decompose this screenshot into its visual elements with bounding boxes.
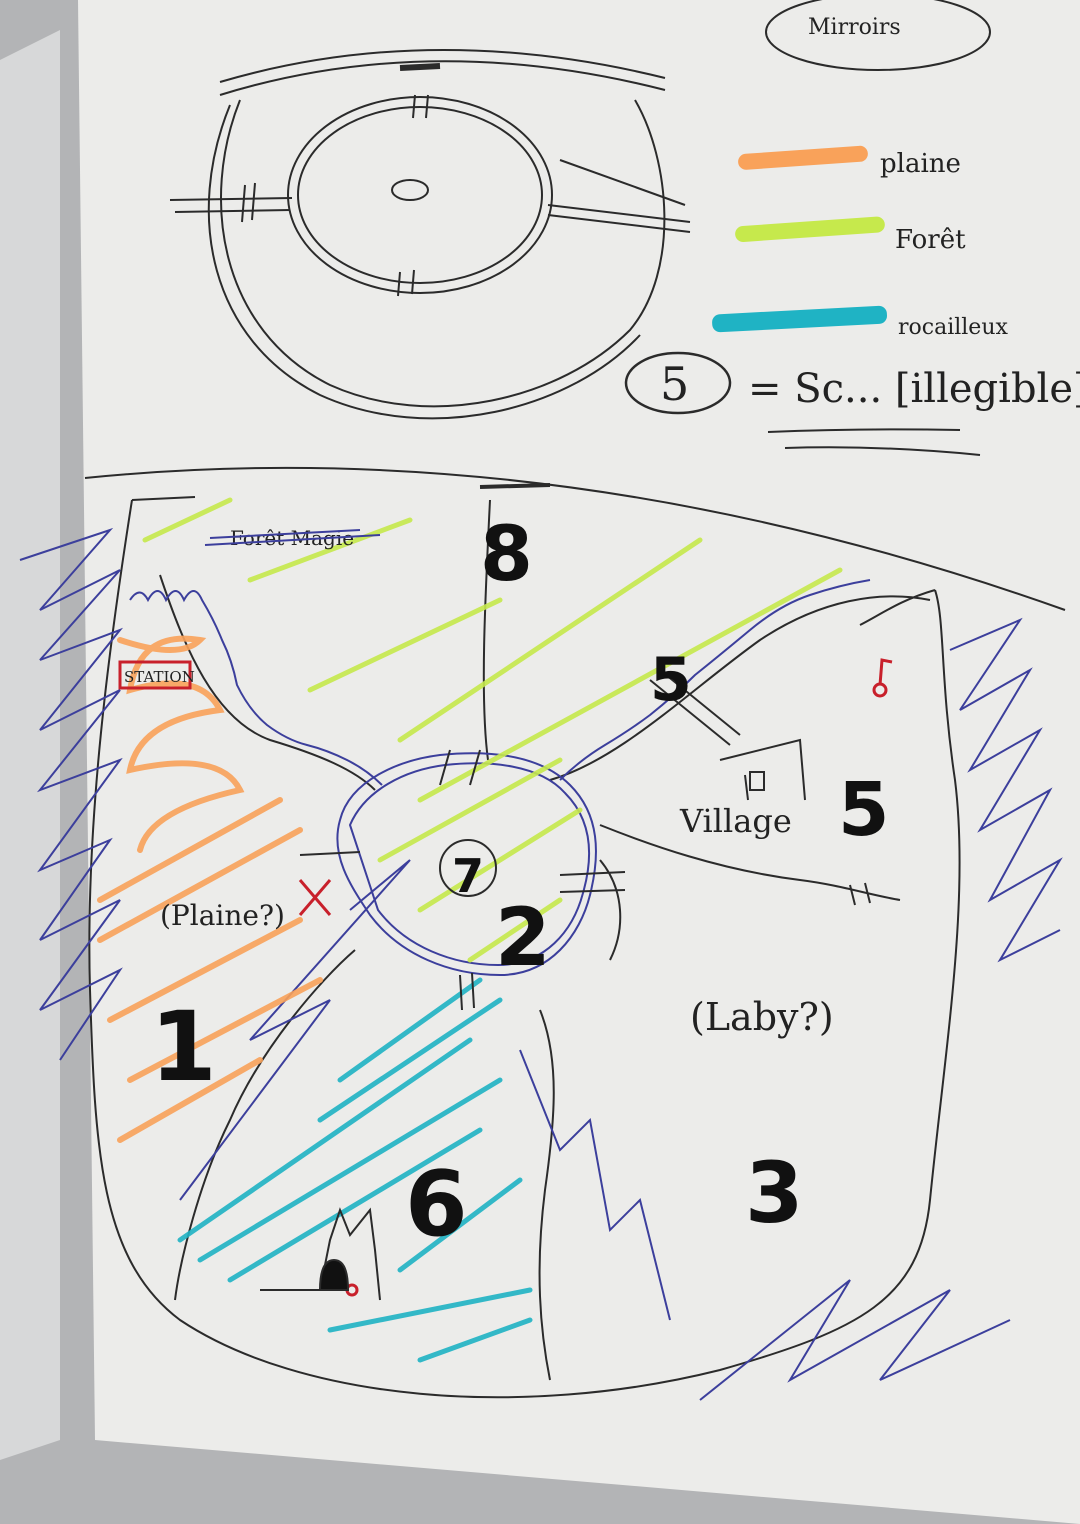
forest-hatching xyxy=(142,497,843,963)
legend-label-plaine: plaine xyxy=(880,149,961,179)
legend-swatch-rocailleux xyxy=(712,305,887,333)
rocky-hatching xyxy=(177,977,533,1363)
zone-1: 1 xyxy=(150,991,217,1103)
zone-7: 7 xyxy=(452,849,484,903)
center-circle xyxy=(299,749,626,1011)
zone-6: 6 xyxy=(405,1152,468,1257)
cross-mark xyxy=(298,879,332,916)
legend-underline xyxy=(767,428,981,456)
legend-key-circle xyxy=(624,351,732,415)
legend-label-rocailleux: rocailleux xyxy=(898,315,1008,340)
legend-title: Mirroirs xyxy=(808,15,901,40)
zone-2: 2 xyxy=(495,891,551,984)
legend-swatch-foret xyxy=(735,216,885,242)
legend: Mirroirs plaine Forêt rocailleux 5 = Sc.… xyxy=(624,0,1080,456)
station-box xyxy=(118,660,192,690)
plaine-label: (Plaine?) xyxy=(160,899,285,932)
top-chamber-sketch xyxy=(169,49,691,420)
legend-key-number: 5 xyxy=(660,357,689,411)
zone-5-village: 5 xyxy=(838,767,890,853)
under-sheet xyxy=(0,30,60,1460)
legend-title-bubble xyxy=(765,0,991,71)
map-outline xyxy=(84,466,1066,1399)
crossed-strike xyxy=(204,529,381,546)
rocky-edges xyxy=(19,527,1063,1401)
plain-hatching xyxy=(97,635,323,1143)
zone-8: 8 xyxy=(480,509,533,598)
village-label: Village xyxy=(679,802,792,840)
station-label: STATION xyxy=(124,668,195,686)
zone-5-north: 5 xyxy=(650,645,692,715)
laby-label: (Laby?) xyxy=(690,995,834,1039)
legend-label-foret: Forêt xyxy=(895,225,966,255)
tower-sketch xyxy=(260,1207,381,1301)
legend-swatch-plaine xyxy=(738,145,868,170)
zone-3: 3 xyxy=(745,1144,803,1242)
legend-key-text: = Sc... [illegible] xyxy=(748,366,1080,412)
